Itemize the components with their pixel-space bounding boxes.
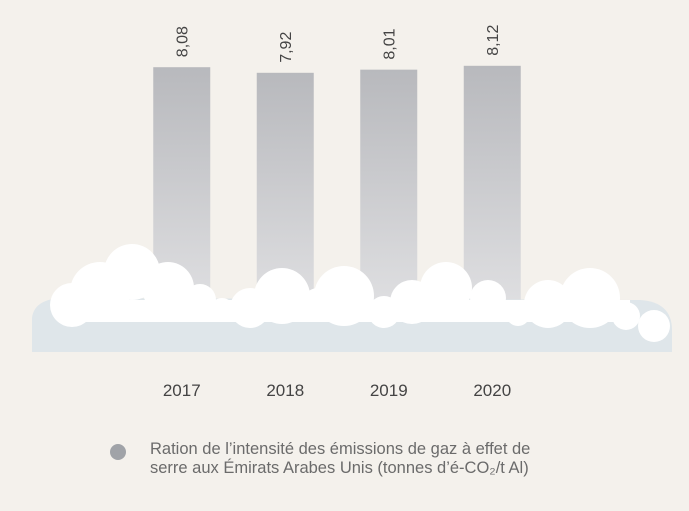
clouds [32,244,672,352]
value-label: 8,12 [485,25,502,56]
x-tick-label: 2017 [163,381,201,400]
legend-marker [110,444,126,460]
value-label: 8,08 [175,26,192,57]
legend-label: Ration de l’intensité des émissions de g… [150,440,531,477]
value-label: 8,01 [382,28,399,59]
legend: Ration de l’intensité des émissions de g… [110,440,570,478]
x-tick-label: 2020 [473,381,511,400]
value-label: 7,92 [278,32,295,63]
x-tick-label: 2019 [370,381,408,400]
x-tick-label: 2018 [266,381,304,400]
chart: 8,08 7,92 8,01 8,12 2017 2018 2019 2020 [32,25,672,400]
